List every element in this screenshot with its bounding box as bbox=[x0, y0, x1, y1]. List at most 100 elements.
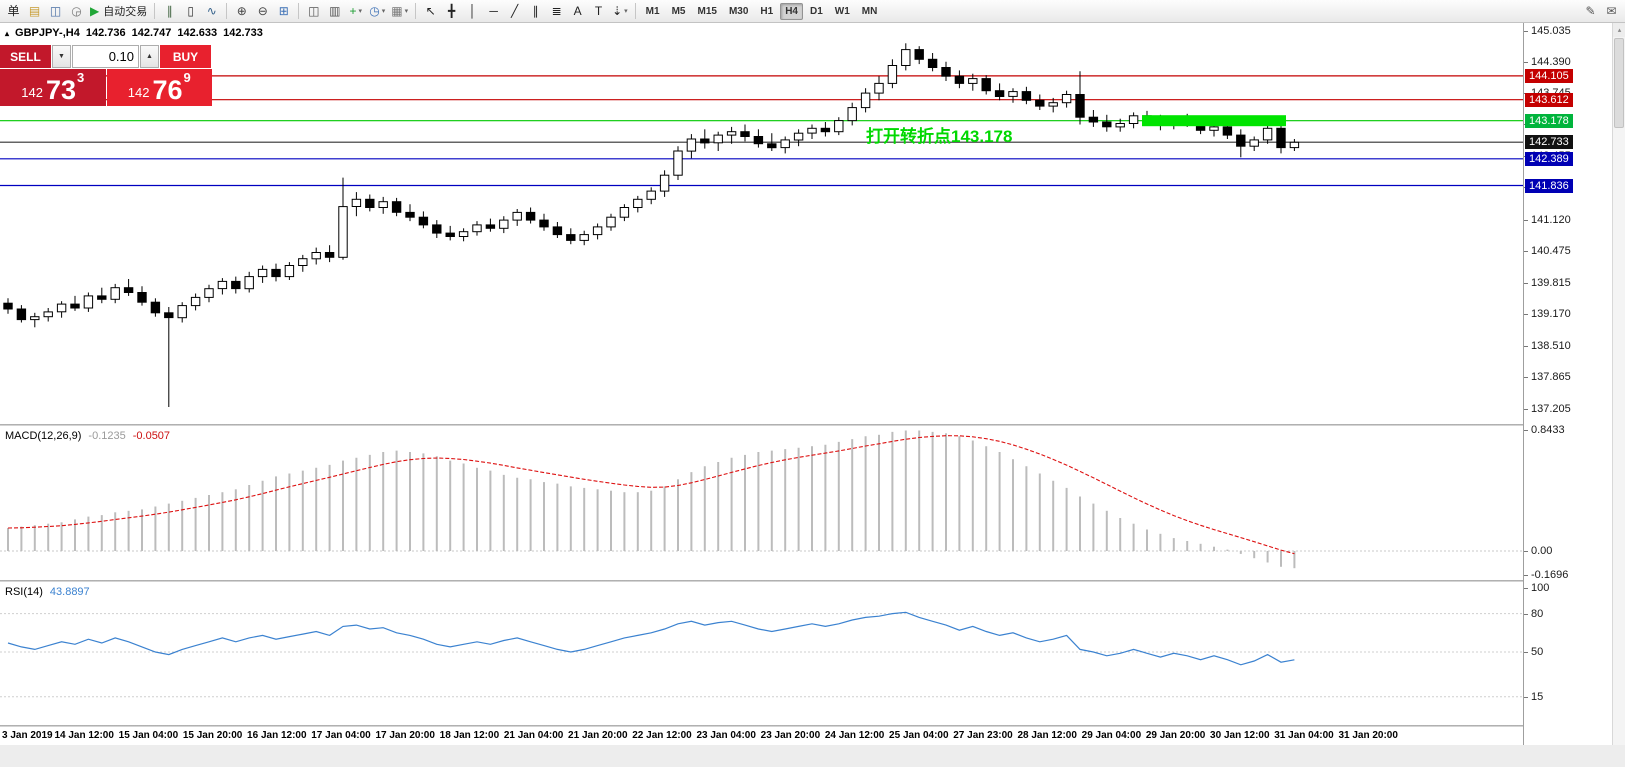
add-indicator-button[interactable]: + ▾ bbox=[345, 2, 366, 21]
tab-timeframe-M30[interactable]: M30 bbox=[728, 5, 749, 17]
text-tool[interactable]: A bbox=[567, 2, 588, 21]
candlestick-chart-button[interactable]: ▯ bbox=[180, 2, 201, 21]
price-axis[interactable]: 145.035144.390143.745143.100142.455141.8… bbox=[1523, 23, 1612, 745]
axis-tick-mark bbox=[1524, 409, 1528, 410]
label-tool[interactable]: T bbox=[588, 2, 609, 21]
vertical-line-tool-icon: │ bbox=[468, 4, 477, 18]
market-watch-button[interactable]: ◫ bbox=[45, 2, 66, 21]
panel-separator[interactable] bbox=[0, 580, 1523, 582]
tab-timeframe-M15[interactable]: M15 bbox=[697, 5, 717, 17]
tab-timeframe-D1[interactable]: D1 bbox=[809, 5, 823, 17]
periods-button[interactable]: ◷ ▾ bbox=[366, 2, 388, 21]
macd-signal-line bbox=[7, 435, 1295, 555]
time-label: 15 Jan 04:00 bbox=[118, 730, 179, 741]
macd-axis-label: 0.00 bbox=[1531, 545, 1553, 557]
time-label: 22 Jan 12:00 bbox=[632, 730, 692, 741]
zoom-in-button-icon: ⊕ bbox=[236, 4, 247, 18]
rsi-chart-svg[interactable] bbox=[0, 582, 1523, 725]
template-button-caret: ▾ bbox=[404, 8, 409, 15]
macd-chart-svg[interactable] bbox=[0, 426, 1523, 580]
axis-tick-mark bbox=[1524, 652, 1528, 653]
hline-objects[interactable] bbox=[0, 75, 1523, 187]
macd-value: -0.1235 bbox=[88, 430, 126, 442]
time-label: 21 Jan 04:00 bbox=[503, 730, 564, 741]
panel-separator[interactable] bbox=[0, 424, 1523, 426]
time-label: 31 Jan 04:00 bbox=[1274, 730, 1334, 741]
rsi-axis-label: 100 bbox=[1531, 582, 1550, 594]
bars-chart-button[interactable]: ∥ bbox=[159, 2, 180, 21]
profiles-button[interactable]: ▤ bbox=[24, 2, 45, 21]
line-chart-button-icon: ∿ bbox=[206, 4, 217, 18]
price-tick: 145.035 bbox=[1531, 25, 1571, 37]
time-label: 30 Jan 12:00 bbox=[1210, 730, 1270, 741]
line-chart-button[interactable]: ∿ bbox=[201, 2, 222, 21]
zoom-out-button[interactable]: ⊖ bbox=[252, 2, 273, 21]
channel-tool[interactable]: ∥ bbox=[525, 2, 546, 21]
volume-dropdown-button[interactable]: ▼ bbox=[52, 45, 71, 68]
time-label: 25 Jan 04:00 bbox=[889, 730, 949, 741]
one-click-trading-panel: SELL ▼ ▲ BUY 142 73 3 142 76 9 bbox=[0, 45, 212, 106]
zoom-in-button[interactable]: ⊕ bbox=[231, 2, 252, 21]
template-button[interactable]: ▦ ▾ bbox=[388, 2, 411, 21]
horizontal-line-tool[interactable]: ─ bbox=[483, 2, 504, 21]
time-label: 14 Jan 12:00 bbox=[54, 730, 114, 741]
time-label: 29 Jan 04:00 bbox=[1081, 730, 1142, 741]
buy-button[interactable]: BUY bbox=[160, 45, 211, 68]
tile-windows-button-icon: ⊞ bbox=[278, 4, 289, 18]
cursor-tool[interactable]: ↖ bbox=[420, 2, 441, 21]
time-label: 17 Jan 20:00 bbox=[375, 730, 435, 741]
time-axis[interactable]: 3 Jan 2019 14 Jan 12:00 15 Jan 04:00 15 Jan… bbox=[0, 727, 1523, 745]
macd-header: MACD(12,26,9) -0.1235 -0.0507 bbox=[5, 430, 170, 442]
arrange-charts-button-icon: ◫ bbox=[308, 4, 320, 18]
caret-down-icon: ▼ bbox=[58, 53, 65, 60]
volume-up-button[interactable]: ▲ bbox=[140, 45, 159, 68]
crosshair-tool[interactable]: ╋ bbox=[441, 2, 462, 21]
time-label: 21 Jan 20:00 bbox=[568, 730, 628, 741]
rsi-line bbox=[7, 611, 1295, 666]
autotrade-button-label: 自动交易 bbox=[103, 6, 148, 18]
autotrade-button-icon: ▶ bbox=[90, 4, 100, 18]
trendline-tool[interactable]: ╱ bbox=[504, 2, 525, 21]
price-chart-svg[interactable] bbox=[0, 23, 1523, 424]
tab-timeframe-M5[interactable]: M5 bbox=[671, 5, 686, 17]
arrange-charts-button[interactable]: ◫ bbox=[303, 2, 324, 21]
tab-timeframe-H1[interactable]: H1 bbox=[760, 5, 774, 17]
tab-timeframe-MN[interactable]: MN bbox=[861, 5, 878, 17]
new-order-button[interactable]: 单 bbox=[3, 2, 24, 21]
panel-separator[interactable] bbox=[0, 725, 1523, 727]
sell-price-button[interactable]: 142 73 3 bbox=[0, 69, 106, 106]
scrollbar-thumb[interactable] bbox=[1614, 38, 1624, 128]
fibonacci-tool[interactable]: ≣ bbox=[546, 2, 567, 21]
macd-axis-label: 0.8433 bbox=[1531, 424, 1565, 436]
tab-timeframe-H4[interactable]: H4 bbox=[780, 2, 803, 20]
buy-price-button[interactable]: 142 76 9 bbox=[106, 69, 212, 106]
price-tag: 141.836 bbox=[1525, 179, 1573, 193]
messages-button[interactable]: ✉ bbox=[1601, 2, 1622, 21]
axis-tick-mark bbox=[1524, 220, 1528, 221]
vertical-scrollbar[interactable]: ▴ ▾ bbox=[1612, 23, 1625, 767]
autotrade-button[interactable]: ▶ 自动交易 bbox=[87, 2, 150, 21]
ohlc-close: 142.733 bbox=[223, 27, 263, 39]
chart-annotation[interactable]: 打开转折点143.178 bbox=[866, 127, 1013, 146]
shapes-tool[interactable]: ⇣ ▾ bbox=[609, 2, 631, 21]
rsi-header: RSI(14) 43.8897 bbox=[5, 586, 90, 598]
volume-input[interactable] bbox=[72, 45, 139, 68]
sell-button[interactable]: SELL bbox=[0, 45, 51, 68]
vertical-line-tool[interactable]: │ bbox=[462, 2, 483, 21]
tile-windows-button[interactable]: ⊞ bbox=[273, 2, 294, 21]
toolbar: 单 ▤ ◫ ◶ ▶ 自动交易 ∥ ▯ ∿ ⊕ ⊖ ⊞ ◫ ▥ + ▾ ◷ ▾ ▦ ▾ ↖ ╋ │ ─ ╱ ∥ ≣ A T ⇣ ▾ M1 M5 M… bbox=[0, 0, 1625, 23]
chart-window[interactable]: ▴ GBPJPY-,H4 142.736 142.747 142.633 142… bbox=[0, 23, 1523, 745]
tab-timeframe-M1[interactable]: M1 bbox=[645, 5, 660, 17]
tab-timeframe-W1[interactable]: W1 bbox=[834, 5, 850, 17]
cascade-charts-button-icon: ▥ bbox=[329, 4, 341, 18]
market-watch-button-icon: ◫ bbox=[49, 4, 62, 18]
highlight-zone-object[interactable] bbox=[1142, 115, 1286, 127]
navigator-button[interactable]: ◶ bbox=[66, 2, 87, 21]
horizontal-line-tool-icon: ─ bbox=[489, 4, 498, 18]
axis-tick-mark bbox=[1524, 314, 1528, 315]
axis-tick-mark bbox=[1524, 283, 1528, 284]
toolbar-separator bbox=[634, 3, 636, 19]
cascade-charts-button[interactable]: ▥ bbox=[324, 2, 345, 21]
scroll-up-button[interactable]: ▴ bbox=[1613, 23, 1625, 37]
edit-button[interactable]: ✎ bbox=[1580, 2, 1601, 21]
